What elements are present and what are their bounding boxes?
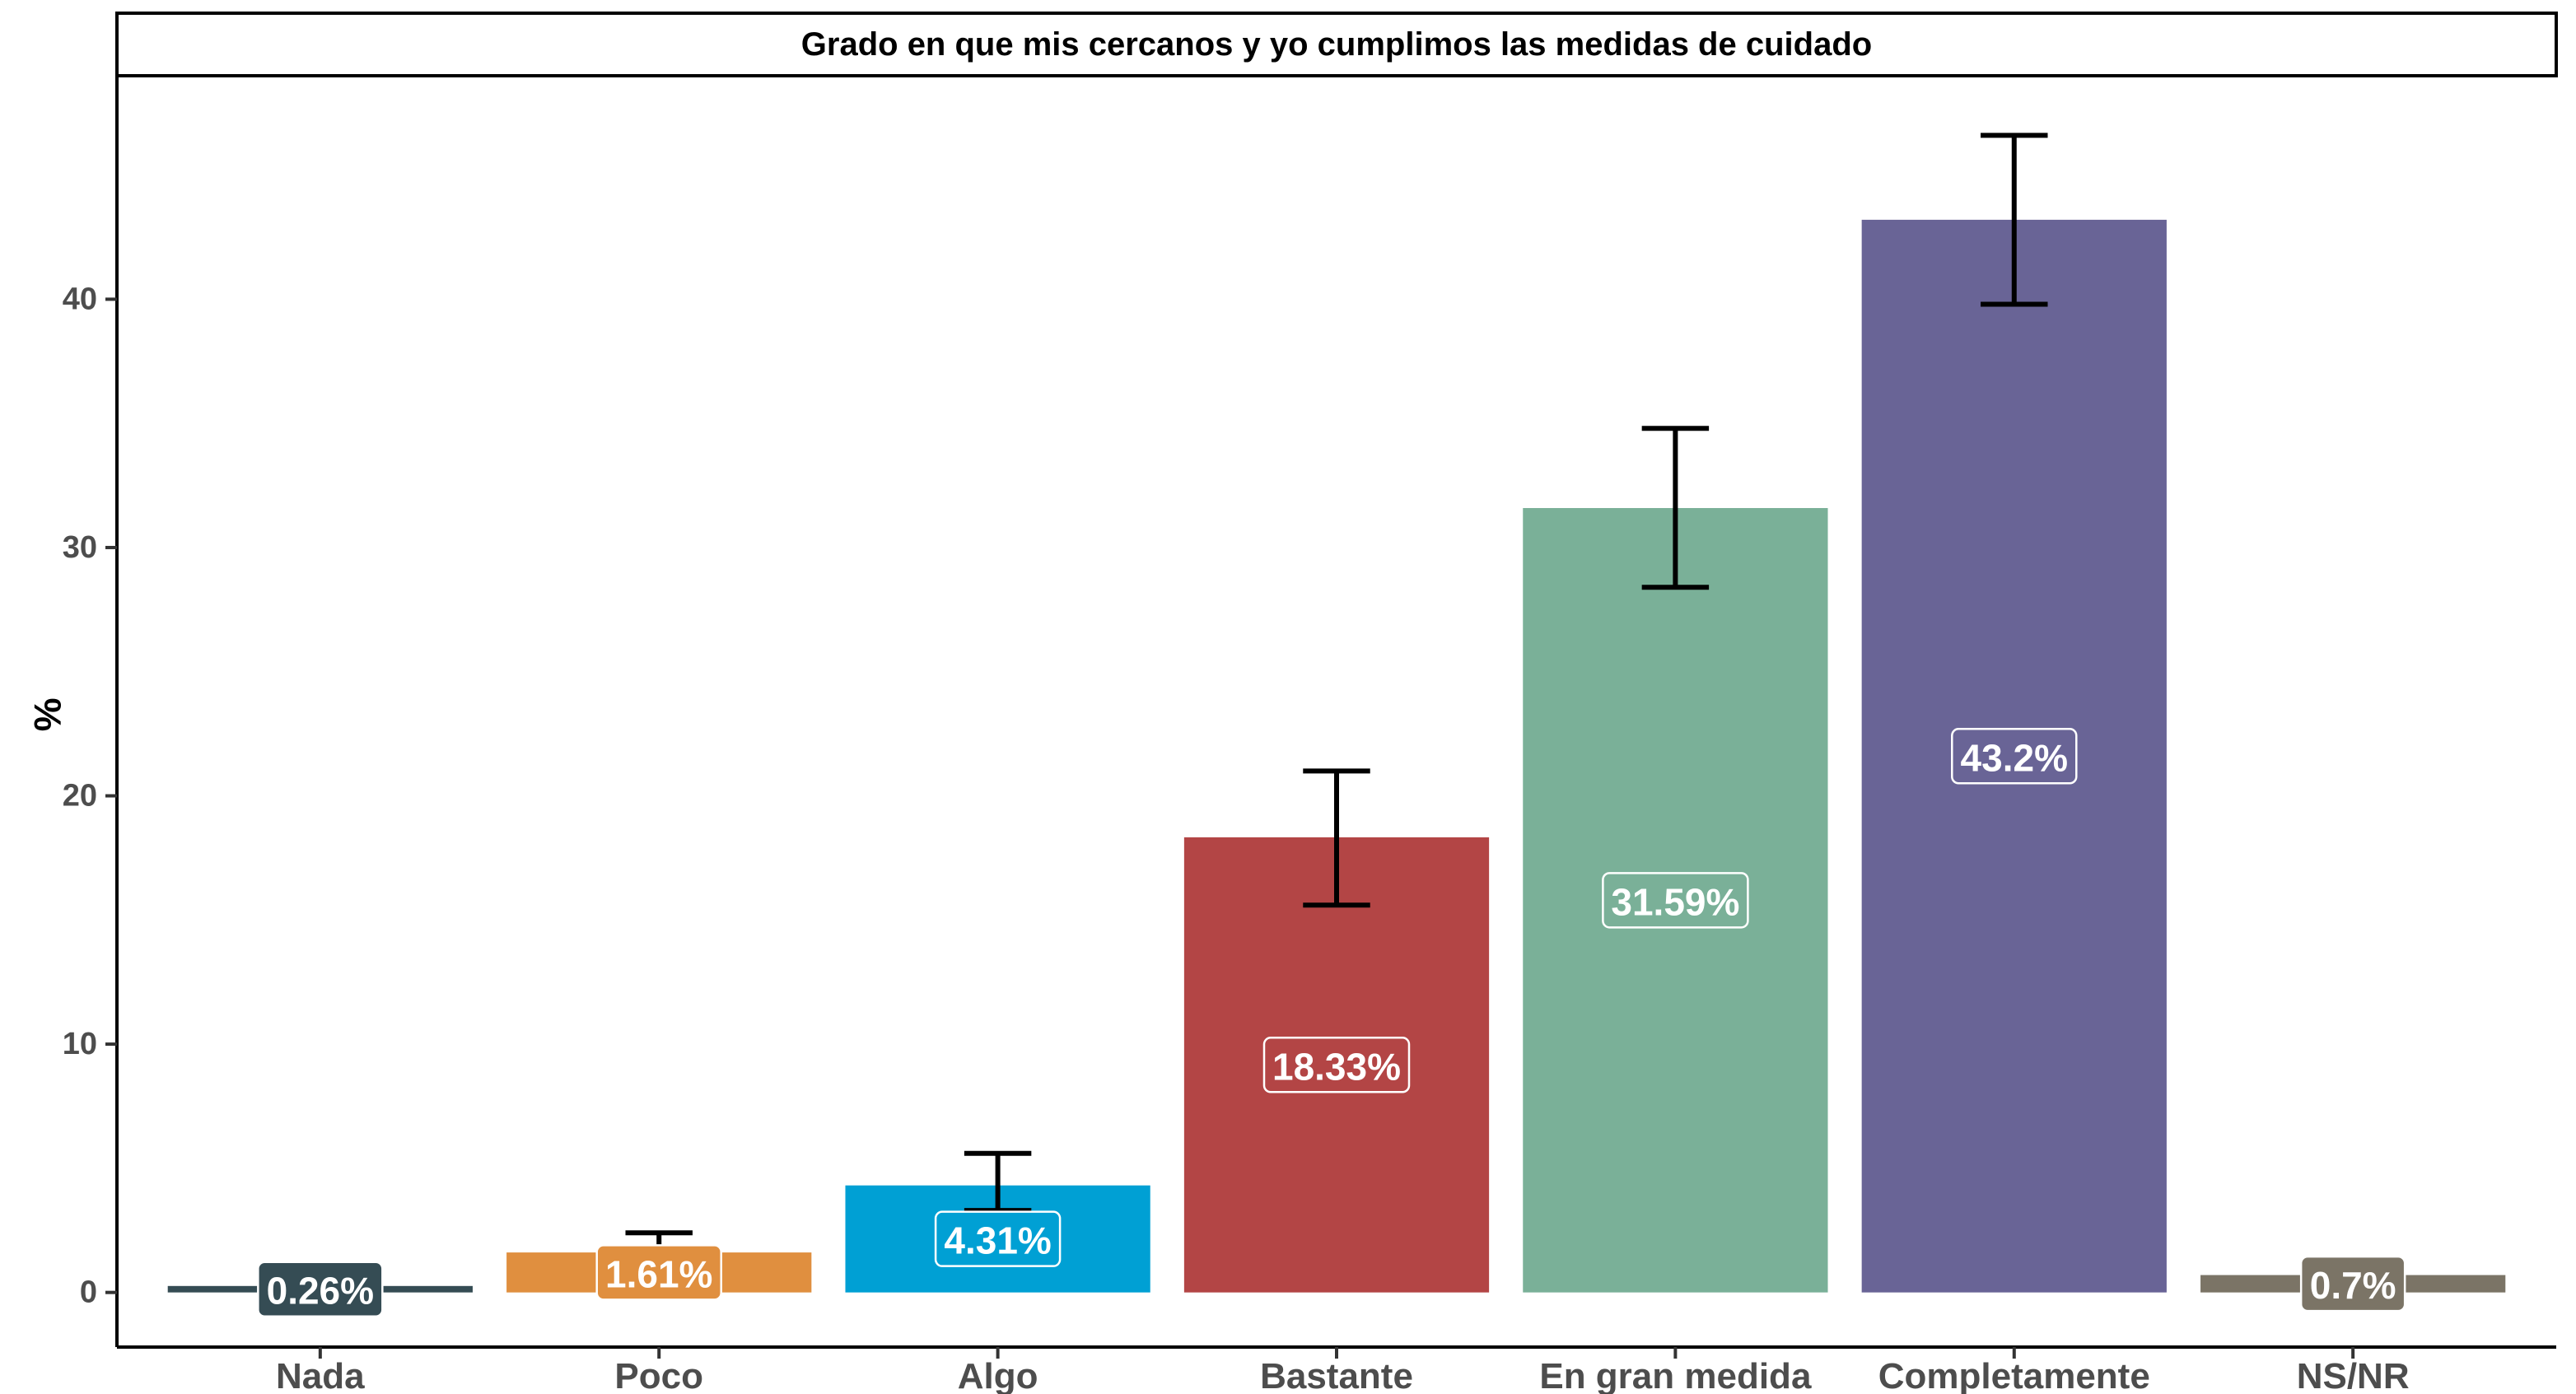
x-tick-label: NS/NR xyxy=(2297,1356,2410,1394)
y-tick-label: 40 xyxy=(63,282,97,316)
data-label-box xyxy=(2299,1255,2406,1312)
data-label-box xyxy=(1951,728,2078,785)
data-label: 0.7% xyxy=(2310,1264,2396,1307)
x-tick-label: Completamente xyxy=(1878,1356,2150,1394)
data-label-box xyxy=(595,1244,722,1301)
data-label-box xyxy=(934,1210,1062,1267)
x-tick-label: En gran medida xyxy=(1539,1356,1812,1394)
data-labels: 0.26% 1.61% 4.31% 18.33% 31.59% 43.2% 0.7% xyxy=(257,728,2406,1317)
x-tick-label: Bastante xyxy=(1260,1356,1413,1394)
y-tick-label: 30 xyxy=(63,530,97,565)
y-tick-label: 10 xyxy=(63,1027,97,1061)
y-tick-label: 0 xyxy=(80,1275,97,1310)
y-tick-label: 20 xyxy=(63,779,97,814)
x-tick-label: Nada xyxy=(276,1356,365,1394)
data-label: 31.59% xyxy=(1611,880,1739,923)
chart-title: Grado en que mis cercanos y yo cumplimos… xyxy=(801,26,1872,63)
y-ticks: 0 10 20 30 40 xyxy=(63,282,117,1310)
bars xyxy=(167,219,2506,1293)
data-label: 18.33% xyxy=(1272,1045,1401,1088)
data-label: 43.2% xyxy=(1961,736,2068,779)
data-label: 0.26% xyxy=(267,1270,374,1312)
data-label-box xyxy=(1262,1037,1411,1093)
x-tick-label: Poco xyxy=(614,1356,703,1394)
y-axis-label: % xyxy=(26,698,69,732)
x-tick-label: Algo xyxy=(958,1356,1038,1394)
data-label: 1.61% xyxy=(605,1252,712,1295)
data-label-box xyxy=(257,1261,384,1317)
x-ticks: Nada Poco Algo Bastante En gran medida Comple… xyxy=(276,1347,2410,1394)
data-label: 4.31% xyxy=(944,1219,1051,1262)
panel-title-strip: Grado en que mis cercanos y yo cumplimos… xyxy=(115,12,2558,77)
data-label-box xyxy=(1602,872,1749,929)
